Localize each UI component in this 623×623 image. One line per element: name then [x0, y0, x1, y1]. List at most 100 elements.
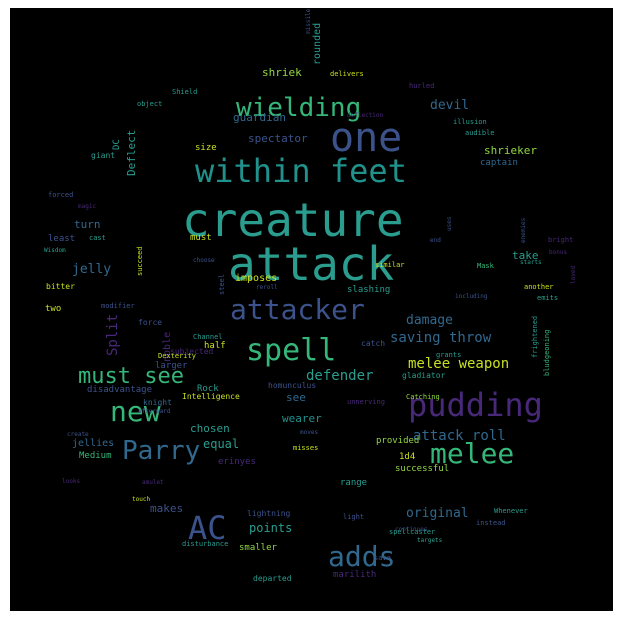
word-targets: targets — [417, 537, 443, 544]
word-medium: Medium — [79, 451, 112, 461]
word-looks: looks — [62, 478, 80, 485]
word-succeed: succeed — [136, 246, 144, 276]
word-grants: grants — [436, 351, 461, 359]
word-moves: moves — [300, 429, 318, 436]
word-original: original — [406, 506, 469, 521]
word-take: take — [512, 249, 539, 262]
word-continues: continues — [395, 526, 428, 533]
word-guardian: guardian — [233, 111, 286, 124]
word-catching: Catching — [406, 393, 440, 401]
word-pudding: pudding — [408, 386, 543, 424]
word-similar: similar — [375, 261, 405, 269]
word-cast: cast — [89, 234, 106, 242]
word-wearer: wearer — [282, 412, 322, 425]
word-range: range — [340, 478, 367, 488]
word-frightened: frightened — [531, 316, 539, 358]
word-departed: departed — [253, 574, 292, 583]
word-slashing: slashing — [347, 285, 390, 295]
word-jelly: jelly — [72, 262, 111, 277]
word-object: object — [137, 100, 162, 108]
word-deflection: deflection — [347, 112, 384, 119]
word-adds: adds — [328, 540, 395, 573]
word-defender: defender — [306, 368, 373, 384]
word-rounded: rounded — [312, 23, 323, 65]
word-end: end — [430, 237, 441, 244]
word-misses: misses — [293, 444, 318, 452]
word-disadvantage: disadvantage — [87, 385, 152, 395]
word-smaller: smaller — [239, 543, 278, 553]
word-attack-roll: attack roll — [413, 428, 506, 444]
word-loved: loved — [570, 266, 577, 284]
word-shrieker: shrieker — [484, 144, 537, 157]
word-chosen: chosen — [190, 422, 230, 435]
word-damage: damage — [406, 313, 453, 328]
word-deflect: Deflect — [125, 130, 138, 176]
word-knight: knight — [143, 398, 172, 407]
word-wisdom: Wisdom — [44, 247, 66, 254]
word-attacker: attacker — [230, 293, 365, 326]
word-marilith: marilith — [333, 570, 376, 580]
word-lightning: lightning — [247, 509, 291, 518]
word-unnerving: unnerving — [347, 398, 385, 406]
word-devil: devil — [430, 98, 469, 113]
word-reroll: reroll — [256, 284, 278, 291]
word-gladiator: gladiator — [402, 371, 446, 380]
word-within-feet: within feet — [195, 152, 407, 190]
word-intelligence: Intelligence — [182, 392, 240, 401]
word-steel: steel — [218, 274, 226, 295]
word-spectator: spectator — [248, 132, 308, 145]
word-starts: starts — [520, 259, 542, 266]
word-light: light — [343, 513, 364, 521]
word-noble: noble — [162, 332, 173, 362]
word-provided: provided — [376, 436, 419, 446]
word-1d4: 1d4 — [399, 452, 415, 462]
word-spellcaster: spellcaster — [389, 528, 435, 536]
word-dexterity: Dexterity — [158, 352, 196, 360]
word-melee-weapon: melee weapon — [408, 356, 509, 372]
word-illusion: illusion — [453, 118, 487, 126]
word-spell: spell — [246, 333, 336, 368]
word-size: size — [195, 143, 217, 153]
word-larger: larger — [155, 361, 188, 371]
word-giant: giant — [91, 151, 115, 160]
word-subjected: subjected — [170, 347, 214, 356]
word-saving-throw: saving throw — [390, 330, 492, 346]
word-imposes: imposes — [235, 273, 277, 284]
word-missile: missile — [305, 8, 312, 34]
word-equal: equal — [203, 437, 239, 451]
word-catch: catch — [361, 339, 385, 348]
word-audible: audible — [465, 129, 495, 137]
word-rock: Rock — [197, 384, 219, 394]
word-erinyes: erinyes — [218, 457, 256, 467]
word-hurled: hurled — [409, 82, 434, 90]
word-choose: choose — [193, 257, 215, 264]
word-one: one — [330, 115, 402, 161]
word-parry: Parry — [122, 436, 200, 466]
word-least: least — [48, 234, 75, 244]
word-must-see: must see — [78, 364, 184, 389]
word-afterward: afterward — [138, 408, 171, 415]
word-makes: makes — [150, 502, 183, 515]
word-points: points — [249, 521, 292, 535]
word-amulet: amulet — [142, 479, 164, 486]
word-forced: forced — [48, 191, 73, 199]
word-bonus: bonus — [549, 249, 567, 256]
word-two: two — [45, 304, 61, 314]
word-turn: turn — [74, 218, 101, 231]
word-captain: captain — [480, 158, 518, 168]
word-including: including — [455, 293, 488, 300]
word-melee: melee — [430, 437, 514, 470]
word-save: save — [374, 554, 391, 562]
word-emits: emits — [537, 294, 558, 302]
word-create: create — [67, 431, 89, 438]
word-jellies: jellies — [72, 438, 114, 449]
word-modifier: modifier — [101, 302, 135, 310]
word-attack: attack — [228, 237, 394, 291]
word-creature: creature — [182, 193, 404, 247]
word-bright: bright — [548, 236, 573, 244]
word-mask: Mask — [477, 262, 495, 270]
word-force: force — [138, 318, 162, 327]
word-shield: Shield — [172, 88, 197, 96]
word-successful: successful — [395, 464, 449, 474]
word-channel: Channel — [193, 333, 223, 341]
